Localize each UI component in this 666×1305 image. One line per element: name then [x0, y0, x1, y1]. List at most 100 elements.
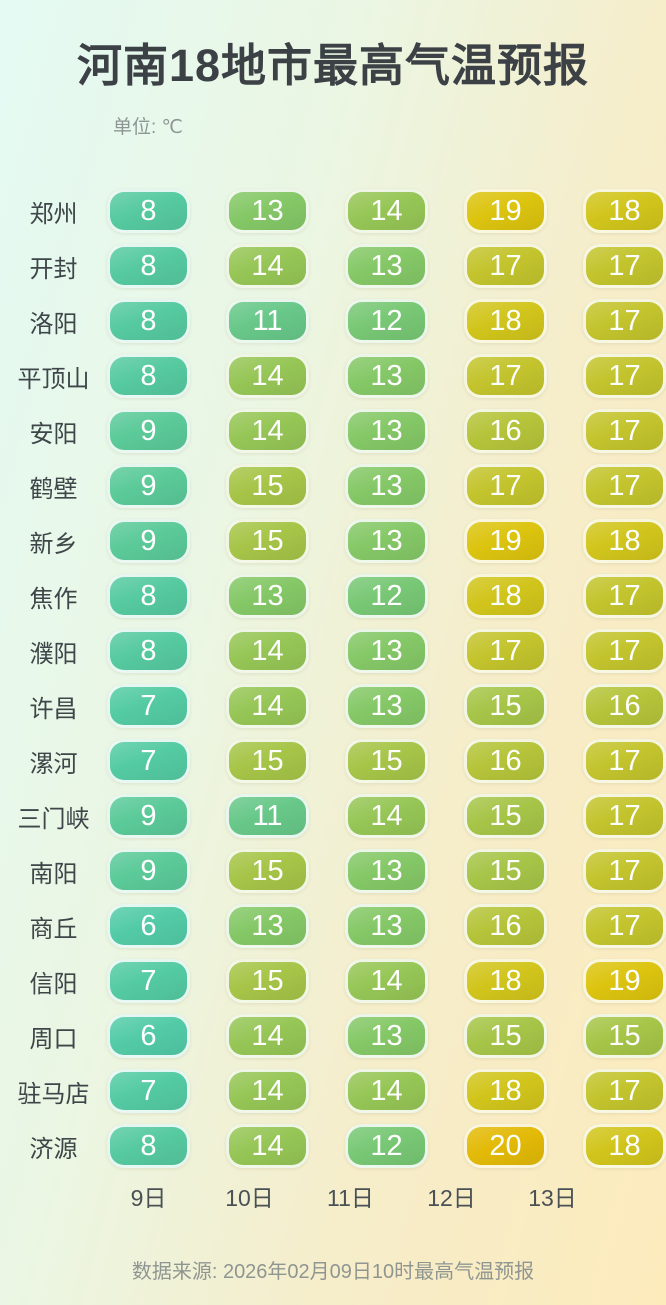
table-row: 平顶山 8 14 13 17 17 [0, 354, 666, 399]
temp-cell: 16 [464, 409, 547, 454]
temp-cell: 17 [583, 574, 666, 619]
city-label: 南阳 [29, 860, 78, 888]
temp-cells: 6 14 13 15 15 [107, 1014, 666, 1059]
table-row: 商丘 6 13 13 16 17 [0, 904, 666, 949]
temperature-table: 郑州 8 13 14 19 18 开封 8 14 13 17 17 洛阳 8 11 12 18 17 平… [0, 189, 666, 1169]
temp-value: 15 [251, 469, 284, 502]
temp-cells: 9 15 13 15 17 [107, 849, 666, 894]
table-row: 济源 8 14 12 20 18 [0, 1124, 666, 1169]
temp-value: 7 [140, 1074, 157, 1107]
temp-value: 17 [608, 744, 641, 777]
temp-cells: 9 15 13 17 17 [107, 464, 666, 509]
temp-value: 13 [251, 194, 284, 227]
temp-value: 8 [140, 194, 157, 227]
city-label: 三门峡 [17, 805, 90, 833]
table-row: 洛阳 8 11 12 18 17 [0, 299, 666, 344]
temp-cell: 19 [464, 189, 547, 234]
temp-cell: 12 [345, 299, 428, 344]
temp-cell: 13 [226, 904, 309, 949]
temp-cell: 17 [583, 409, 666, 454]
city-label: 开封 [29, 255, 78, 283]
city-label: 平顶山 [17, 365, 90, 393]
table-row: 驻马店 7 14 14 18 17 [0, 1069, 666, 1114]
table-row: 鹤壁 9 15 13 17 17 [0, 464, 666, 509]
temp-cell: 14 [226, 1124, 309, 1169]
table-row: 周口 6 14 13 15 15 [0, 1014, 666, 1059]
table-row: 开封 8 14 13 17 17 [0, 244, 666, 289]
temp-cell: 15 [583, 1014, 666, 1059]
temp-cells: 9 11 14 15 17 [107, 794, 666, 839]
temp-cell: 14 [226, 629, 309, 674]
temp-cell: 14 [226, 1014, 309, 1059]
temp-cell: 7 [107, 1069, 190, 1114]
temp-value: 15 [489, 1019, 522, 1052]
temp-value: 17 [489, 634, 522, 667]
temp-value: 12 [370, 1129, 403, 1162]
temp-value: 15 [251, 964, 284, 997]
temp-value: 17 [608, 854, 641, 887]
temp-cell: 15 [464, 684, 547, 729]
temp-value: 9 [140, 469, 157, 502]
temp-value: 16 [489, 414, 522, 447]
temp-value: 18 [608, 524, 641, 557]
temp-cells: 9 15 13 19 18 [107, 519, 666, 564]
temp-cell: 17 [583, 739, 666, 784]
temp-value: 6 [140, 1019, 157, 1052]
temp-cell: 6 [107, 904, 190, 949]
temp-cell: 16 [583, 684, 666, 729]
temp-value: 17 [608, 359, 641, 392]
temp-value: 13 [370, 854, 403, 887]
temp-value: 13 [370, 469, 403, 502]
temp-value: 15 [251, 854, 284, 887]
temp-cell: 9 [107, 849, 190, 894]
temp-cell: 14 [226, 244, 309, 289]
table-row: 焦作 8 13 12 18 17 [0, 574, 666, 619]
city-label: 商丘 [29, 915, 78, 943]
city-label: 鹤壁 [29, 475, 78, 503]
date-label: 9日 [130, 1185, 167, 1212]
temp-value: 17 [608, 414, 641, 447]
temp-cell: 14 [226, 1069, 309, 1114]
temp-cell: 13 [345, 849, 428, 894]
city-label: 洛阳 [29, 310, 78, 338]
temp-value: 8 [140, 634, 157, 667]
table-row: 三门峡 9 11 14 15 17 [0, 794, 666, 839]
temp-value: 7 [140, 689, 157, 722]
temp-value: 14 [370, 1074, 403, 1107]
unit-label: 单位: ℃ [113, 117, 183, 139]
temp-value: 17 [608, 634, 641, 667]
temp-value: 7 [140, 964, 157, 997]
temp-cell: 17 [464, 354, 547, 399]
temp-cell: 15 [345, 739, 428, 784]
temp-cell: 8 [107, 629, 190, 674]
temp-cell: 18 [464, 299, 547, 344]
temp-cells: 8 13 14 19 18 [107, 189, 666, 234]
date-label: 10日 [225, 1185, 274, 1212]
city-label: 信阳 [29, 970, 78, 998]
temp-cell: 17 [583, 794, 666, 839]
city-label: 许昌 [29, 695, 78, 723]
temp-cells: 8 14 12 20 18 [107, 1124, 666, 1169]
temp-cell: 17 [583, 629, 666, 674]
city-label: 周口 [29, 1025, 78, 1053]
temp-value: 13 [251, 579, 284, 612]
temp-cell: 8 [107, 574, 190, 619]
temp-value: 14 [251, 249, 284, 282]
temp-value: 20 [489, 1129, 522, 1162]
temp-value: 8 [140, 359, 157, 392]
temp-cells: 8 11 12 18 17 [107, 299, 666, 344]
temp-value: 13 [370, 359, 403, 392]
temp-value: 13 [370, 249, 403, 282]
temp-cell: 13 [345, 904, 428, 949]
table-row: 郑州 8 13 14 19 18 [0, 189, 666, 234]
temp-cell: 13 [345, 409, 428, 454]
temp-value: 16 [608, 689, 641, 722]
temp-value: 13 [370, 634, 403, 667]
date-label: 11日 [327, 1185, 374, 1212]
temp-cell: 17 [464, 464, 547, 509]
temp-value: 14 [251, 1019, 284, 1052]
temp-cell: 14 [226, 684, 309, 729]
date-axis: 9日 10日 11日 12日 13日 [0, 1179, 666, 1213]
city-label: 新乡 [29, 530, 78, 558]
